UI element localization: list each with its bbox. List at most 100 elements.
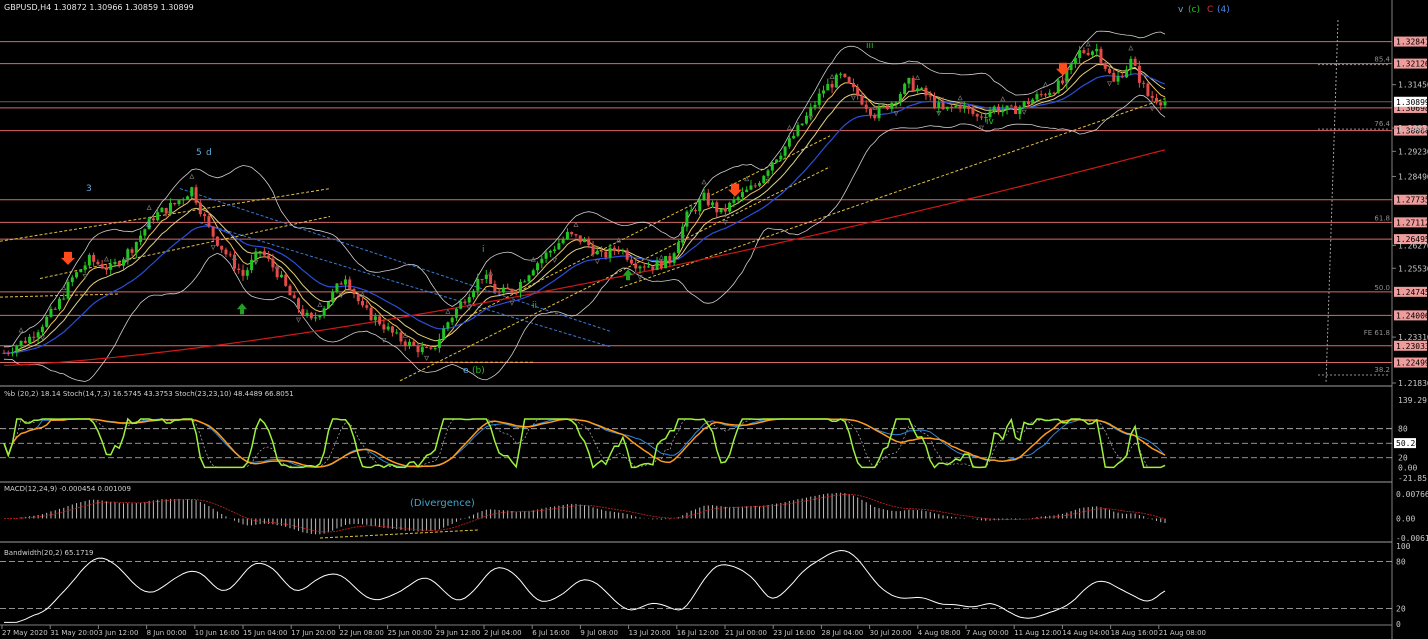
macd-panel[interactable]: MACD(12,24,9) -0.000454 0.001009 (Diverg… (0, 485, 1428, 543)
fractal-marker-icon (1021, 109, 1027, 115)
candle-body (228, 254, 232, 256)
candle-body (288, 285, 292, 296)
stochastic-panel[interactable]: %b (20,2) 18.14 Stoch(14,7,3) 16.5745 43… (0, 390, 1427, 483)
candle-body (745, 189, 749, 193)
candle-body (267, 255, 271, 259)
candle-body (941, 102, 945, 110)
candle-body (1103, 62, 1107, 69)
candle-body (343, 279, 347, 285)
candle-body (75, 272, 79, 278)
candle-body (860, 95, 864, 105)
candle-body (561, 238, 565, 244)
candle-body (911, 77, 915, 91)
wave-markers (18, 41, 1155, 362)
candle-body (262, 251, 266, 256)
price-panel[interactable]: 85.476.461.850.0FE 61.838.2 345 de (b)iiii… (0, 19, 1392, 387)
wave-label-i: i (482, 245, 485, 255)
price-axis: 1.32841 1.32126 1.30698 1.30066 1.27735 1.271… (1391, 0, 1428, 639)
time-tick-label: 28 Jul 04:00 (821, 629, 863, 637)
buy-arrow-icon (237, 303, 247, 315)
candle-body (403, 341, 407, 347)
candle-body (570, 232, 574, 235)
fractal-marker-icon (701, 179, 707, 185)
candle-body (719, 208, 723, 213)
time-tick-label: 4 Aug 08:00 (918, 629, 961, 637)
level-label: 1.22499 (1396, 359, 1428, 368)
candle-body (130, 249, 134, 253)
candle-body (557, 243, 561, 250)
macd-tick-label: -0.006123 (1396, 534, 1428, 543)
candle-body (903, 83, 907, 94)
candle-body (45, 316, 49, 327)
fractal-marker-icon (1085, 41, 1091, 47)
macd-histogram (4, 492, 1166, 539)
fractal-marker-icon (978, 125, 985, 131)
time-tick-label: 6 Jul 16:00 (532, 629, 570, 637)
candle-body (685, 211, 689, 227)
fractal-marker-icon (530, 256, 536, 262)
bandwidth-line (4, 549, 1166, 623)
candle-body (224, 249, 228, 255)
buy-arrow-icon (623, 269, 633, 281)
candle-body (109, 264, 113, 270)
candle-body (151, 218, 155, 221)
stoch-tick-label: 139.29 (1398, 396, 1427, 405)
fractal-marker-icon (509, 300, 515, 306)
candle-body (1142, 82, 1146, 84)
candle-body (467, 297, 471, 303)
candle-body (634, 263, 638, 269)
fractal-marker-icon (253, 259, 259, 266)
candle-body (915, 88, 919, 91)
candle-body (536, 263, 540, 271)
candle-body (100, 264, 104, 269)
wave-label-(b): (b) (472, 366, 485, 376)
candle-body (979, 116, 983, 118)
macd-tick-label: 0.007667 (1396, 490, 1428, 499)
time-tick-label: 21 Aug 08:00 (1159, 629, 1206, 637)
wave-label-c-red: C (1207, 5, 1213, 15)
candle-body (779, 155, 783, 160)
candle-body (314, 317, 318, 319)
candle-body (305, 312, 309, 316)
fractal-marker-icon (445, 308, 451, 314)
time-tick-label: 10 Jun 16:00 (195, 629, 239, 637)
candle-body (689, 210, 693, 212)
fib-labels: 85.4 76.4 61.8 50.0 FE 61.8 38.2 (1318, 19, 1391, 384)
fractal-marker-icon (61, 284, 67, 291)
candle-body (416, 345, 420, 353)
channel-line (199, 222, 611, 348)
candle-body (126, 249, 130, 260)
candle-body (1137, 65, 1141, 83)
fractal-marker-icon (680, 235, 686, 241)
symbol-header: GBPUSD,H4 1.30872 1.30966 1.30859 1.3089… (4, 3, 194, 12)
candle-body (1005, 105, 1009, 110)
fib-label: 61.8 (1374, 214, 1390, 222)
channel-line (0, 188, 331, 242)
candle-body (864, 104, 868, 109)
candle-body (711, 202, 715, 206)
candle-body (971, 108, 975, 115)
candle-body (967, 105, 971, 109)
stoch-current-bg (1394, 438, 1416, 449)
candle-body (604, 251, 608, 258)
fractal-marker-icon (1000, 96, 1006, 102)
candle-body (886, 105, 890, 109)
candle-body (928, 95, 932, 97)
candle-body (898, 93, 902, 103)
candle-body (28, 336, 32, 343)
candle-body (984, 116, 988, 118)
candle-body (433, 347, 437, 349)
candle-body (489, 274, 493, 284)
candle-body (497, 291, 501, 293)
candle-body (826, 83, 830, 91)
bandwidth-panel[interactable]: Bandwidth(20,2) 65.1719 100 80 20 0 (0, 542, 1411, 629)
channel-line (179, 188, 611, 332)
time-tick-label: 13 Jul 20:00 (629, 629, 671, 637)
current-price-label: 1.30899 (1396, 98, 1428, 107)
candle-body (775, 159, 779, 163)
fib-label: FE 61.8 (1364, 329, 1390, 337)
fractal-marker-icon (786, 124, 792, 130)
candle-body (480, 278, 484, 280)
candle-body (472, 290, 476, 298)
